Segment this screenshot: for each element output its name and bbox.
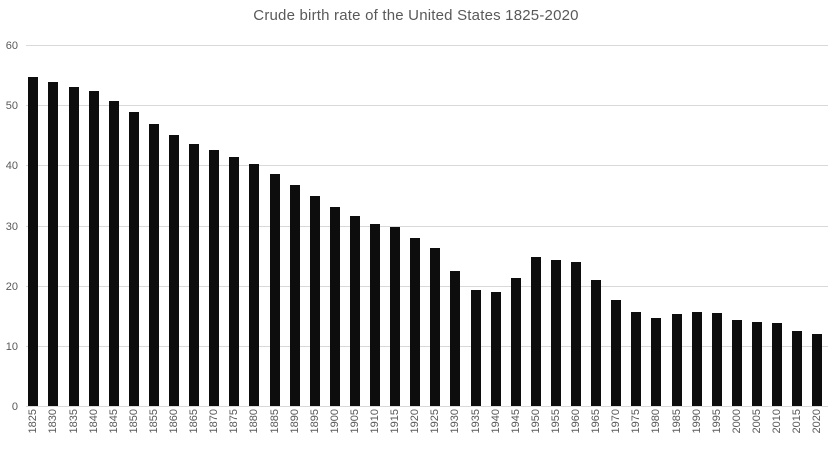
gridline-10 [26, 345, 828, 347]
x-tick-label-1920: 1920 [409, 409, 422, 434]
x-tick-label-1895: 1895 [308, 409, 321, 434]
x-tick-label-1905: 1905 [348, 409, 361, 434]
x-tick-label-1995: 1995 [710, 409, 723, 434]
x-tick-label-2005: 2005 [750, 409, 763, 434]
gridline-0 [26, 406, 828, 407]
bar-1925 [430, 247, 441, 406]
x-tick-label-1830: 1830 [47, 409, 60, 434]
x-tick-label-1840: 1840 [87, 409, 100, 434]
bar-1990 [691, 311, 702, 406]
x-tick-label-1955: 1955 [549, 409, 562, 434]
bar-1985 [671, 313, 682, 406]
gridline-20 [26, 285, 828, 287]
x-tick-label-1845: 1845 [107, 409, 120, 434]
x-tick-label-1980: 1980 [650, 409, 663, 434]
bar-1860 [169, 135, 179, 406]
x-tick-label-1885: 1885 [268, 409, 281, 434]
gridline-50 [26, 105, 828, 107]
bar-1975 [631, 312, 642, 406]
bar-1960 [571, 262, 581, 406]
bar-1850 [128, 111, 139, 406]
bar-1880 [249, 164, 260, 406]
x-tick-label-1880: 1880 [248, 409, 261, 434]
x-tick-label-1940: 1940 [489, 409, 502, 434]
x-tick-label-1975: 1975 [630, 409, 643, 434]
gridline-60 [26, 45, 828, 46]
bar-1970 [611, 300, 622, 406]
x-tick-label-1915: 1915 [389, 409, 402, 434]
x-tick-label-1865: 1865 [188, 409, 201, 434]
x-tick-label-1835: 1835 [67, 409, 80, 434]
y-tick-label-50: 50 [5, 100, 18, 113]
x-tick-label-1875: 1875 [228, 409, 241, 434]
bar-1870 [209, 150, 220, 406]
x-tick-label-1965: 1965 [590, 409, 603, 434]
bar-1830 [48, 82, 59, 406]
bar-1865 [189, 143, 200, 406]
x-tick-label-1930: 1930 [449, 409, 462, 434]
bar-1875 [229, 156, 240, 406]
bar-1910 [370, 223, 380, 406]
x-tick-label-1925: 1925 [429, 409, 442, 434]
bar-1825 [28, 77, 39, 406]
y-tick-label-30: 30 [5, 220, 18, 233]
bar-2005 [751, 321, 762, 406]
bar-1965 [591, 279, 602, 406]
x-tick-label-1960: 1960 [570, 409, 582, 434]
x-tick-label-1855: 1855 [147, 409, 160, 434]
x-tick-label-2010: 2010 [771, 409, 783, 434]
x-tick-label-1825: 1825 [27, 409, 40, 434]
bar-2015 [792, 330, 803, 406]
x-tick-label-1970: 1970 [610, 409, 623, 434]
x-tick-label-1985: 1985 [670, 409, 683, 434]
bar-2010 [772, 322, 782, 406]
bar-2000 [731, 319, 742, 406]
bar-1845 [108, 100, 119, 406]
bar-1900 [329, 207, 340, 406]
y-tick-label-0: 0 [11, 401, 18, 413]
bar-1980 [651, 317, 662, 406]
bar-1895 [309, 196, 320, 406]
bar-2020 [812, 333, 823, 406]
bar-1950 [530, 256, 541, 406]
x-tick-label-1850: 1850 [127, 409, 140, 434]
x-tick-label-1945: 1945 [509, 409, 522, 434]
bar-1935 [470, 290, 481, 406]
bar-1840 [88, 91, 99, 406]
y-tick-label-40: 40 [5, 160, 18, 173]
bar-1920 [410, 237, 421, 406]
gridline-40 [26, 165, 828, 167]
x-tick-label-1935: 1935 [469, 409, 482, 434]
bar-1955 [550, 260, 561, 406]
bar-1945 [510, 278, 521, 406]
x-tick-label-2015: 2015 [791, 409, 804, 434]
bar-1855 [148, 124, 159, 406]
bar-1885 [269, 173, 280, 406]
x-tick-label-2020: 2020 [811, 409, 824, 434]
bar-1905 [349, 215, 360, 406]
x-tick-label-1870: 1870 [208, 409, 221, 434]
bar-1940 [490, 291, 501, 406]
chart-title: Crude birth rate of the United States 18… [253, 7, 579, 24]
y-tick-label-60: 60 [5, 40, 18, 52]
x-tick-label-1860: 1860 [168, 409, 180, 434]
bar-1995 [711, 313, 722, 406]
gridline-30 [26, 225, 828, 227]
x-tick-label-1990: 1990 [690, 409, 703, 434]
bar-1835 [68, 87, 79, 406]
y-tick-label-10: 10 [5, 340, 18, 353]
x-tick-label-1910: 1910 [369, 409, 381, 434]
x-tick-label-1900: 1900 [328, 409, 341, 434]
y-tick-label-20: 20 [5, 280, 18, 293]
bar-1930 [450, 271, 461, 406]
bar-1915 [390, 227, 401, 406]
x-tick-label-2000: 2000 [730, 409, 743, 434]
x-tick-label-1890: 1890 [288, 409, 301, 434]
bar-1890 [289, 185, 300, 406]
x-tick-label-1950: 1950 [529, 409, 542, 434]
